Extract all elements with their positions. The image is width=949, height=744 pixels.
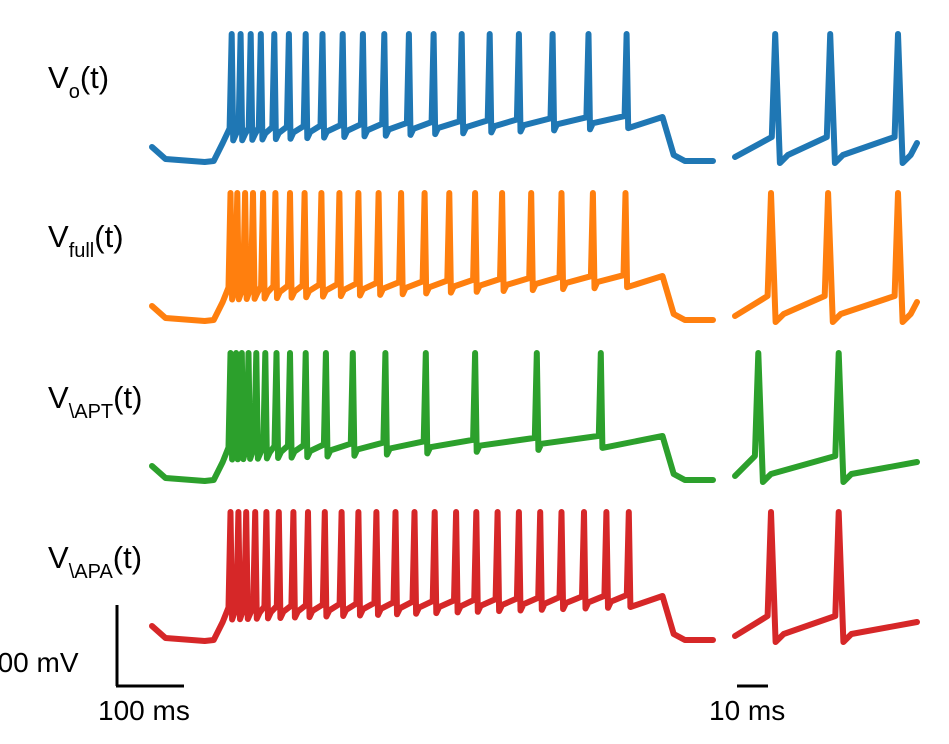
series-label-2: Vfull(t) xyxy=(48,219,124,262)
voltage-scale-label: 100 mV xyxy=(0,647,79,678)
time-scale-bar-zoom: 10 ms xyxy=(709,684,785,726)
voltage-scale-bar: 100 mV xyxy=(0,605,119,686)
series-line-4 xyxy=(149,509,716,644)
series-zoom-line-4 xyxy=(732,509,920,645)
series-line-3 xyxy=(149,350,716,484)
series-zoom-line-2 xyxy=(732,190,920,325)
series-line-1 xyxy=(149,31,716,165)
series-label-3: V\APT(t) xyxy=(48,380,142,423)
trace-labels: Vo(t) Vfull(t) V\APT(t) V\APA(t) xyxy=(48,60,142,583)
series-zoom-line-3 xyxy=(732,350,920,485)
series-label-1: Vo(t) xyxy=(48,60,109,103)
time-scale-label-zoom: 10 ms xyxy=(709,695,785,726)
series-label-4: V\APA(t) xyxy=(48,540,142,583)
series-line-2 xyxy=(149,190,716,324)
time-scale-bar-main: 100 ms xyxy=(98,684,190,726)
series-zoom-line-1 xyxy=(732,31,920,166)
traces-group xyxy=(149,31,920,645)
time-scale-label-main: 100 ms xyxy=(98,695,190,726)
